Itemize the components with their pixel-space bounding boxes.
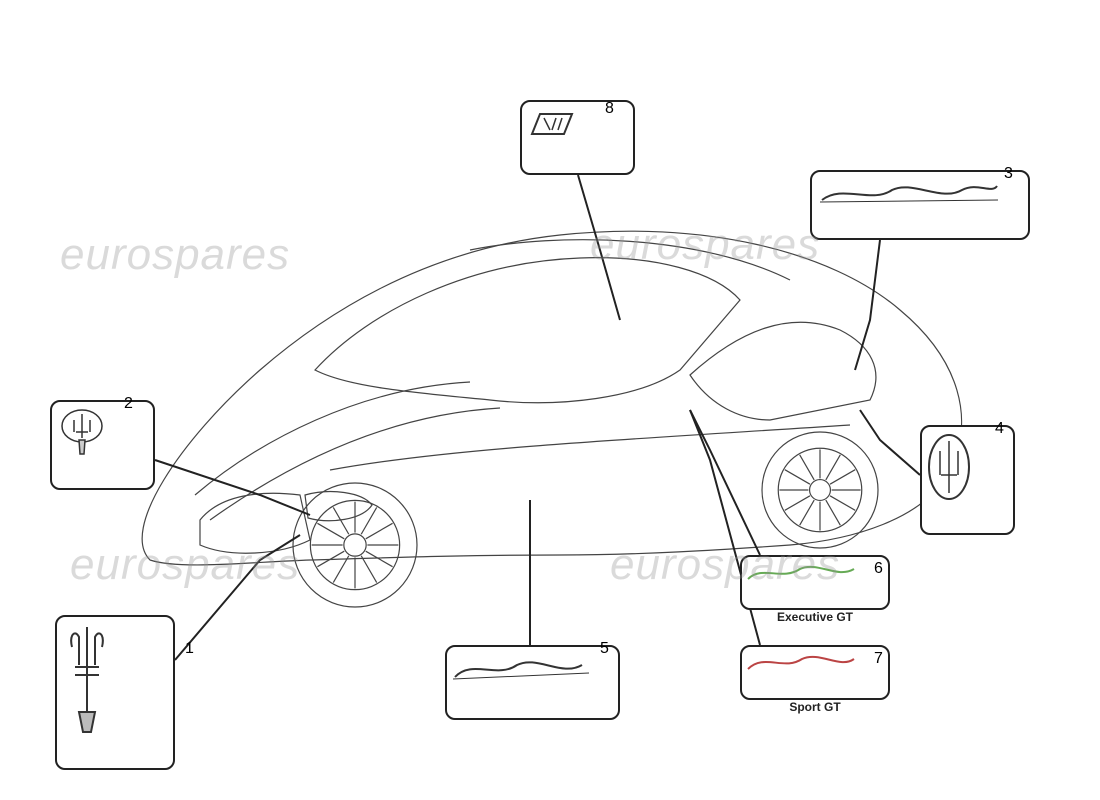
callout-number-4: 4 xyxy=(995,420,1004,438)
callout-number-3: 3 xyxy=(1004,165,1013,183)
callout-1 xyxy=(55,615,175,770)
callout-number-6: 6 xyxy=(874,560,883,578)
script-plate-icon xyxy=(447,647,597,687)
callout-number-5: 5 xyxy=(600,640,609,658)
callout-2 xyxy=(50,400,155,490)
callout-3 xyxy=(810,170,1030,240)
callout-number-2: 2 xyxy=(124,395,133,413)
callout-number-7: 7 xyxy=(874,650,883,668)
callout-7 xyxy=(740,645,890,700)
callout-5 xyxy=(445,645,620,720)
callout-4 xyxy=(920,425,1015,535)
callout-8 xyxy=(520,100,635,175)
sport-gt-script-icon xyxy=(742,647,862,677)
trident-badge-icon xyxy=(52,402,112,462)
script-plate-icon xyxy=(812,172,1002,212)
executive-gt-script-icon xyxy=(742,557,862,587)
callout-number-8: 8 xyxy=(605,100,614,118)
diagram-canvas: 1 2 3 4 5 6 Execut xyxy=(0,0,1100,800)
callout-6 xyxy=(740,555,890,610)
caption-sport-gt: Sport GT xyxy=(765,700,865,714)
callout-number-1: 1 xyxy=(185,640,194,658)
sticker-icon xyxy=(522,102,582,147)
trident-icon xyxy=(57,617,117,737)
oval-badge-icon xyxy=(922,427,977,507)
caption-executive-gt: Executive GT xyxy=(765,610,865,624)
